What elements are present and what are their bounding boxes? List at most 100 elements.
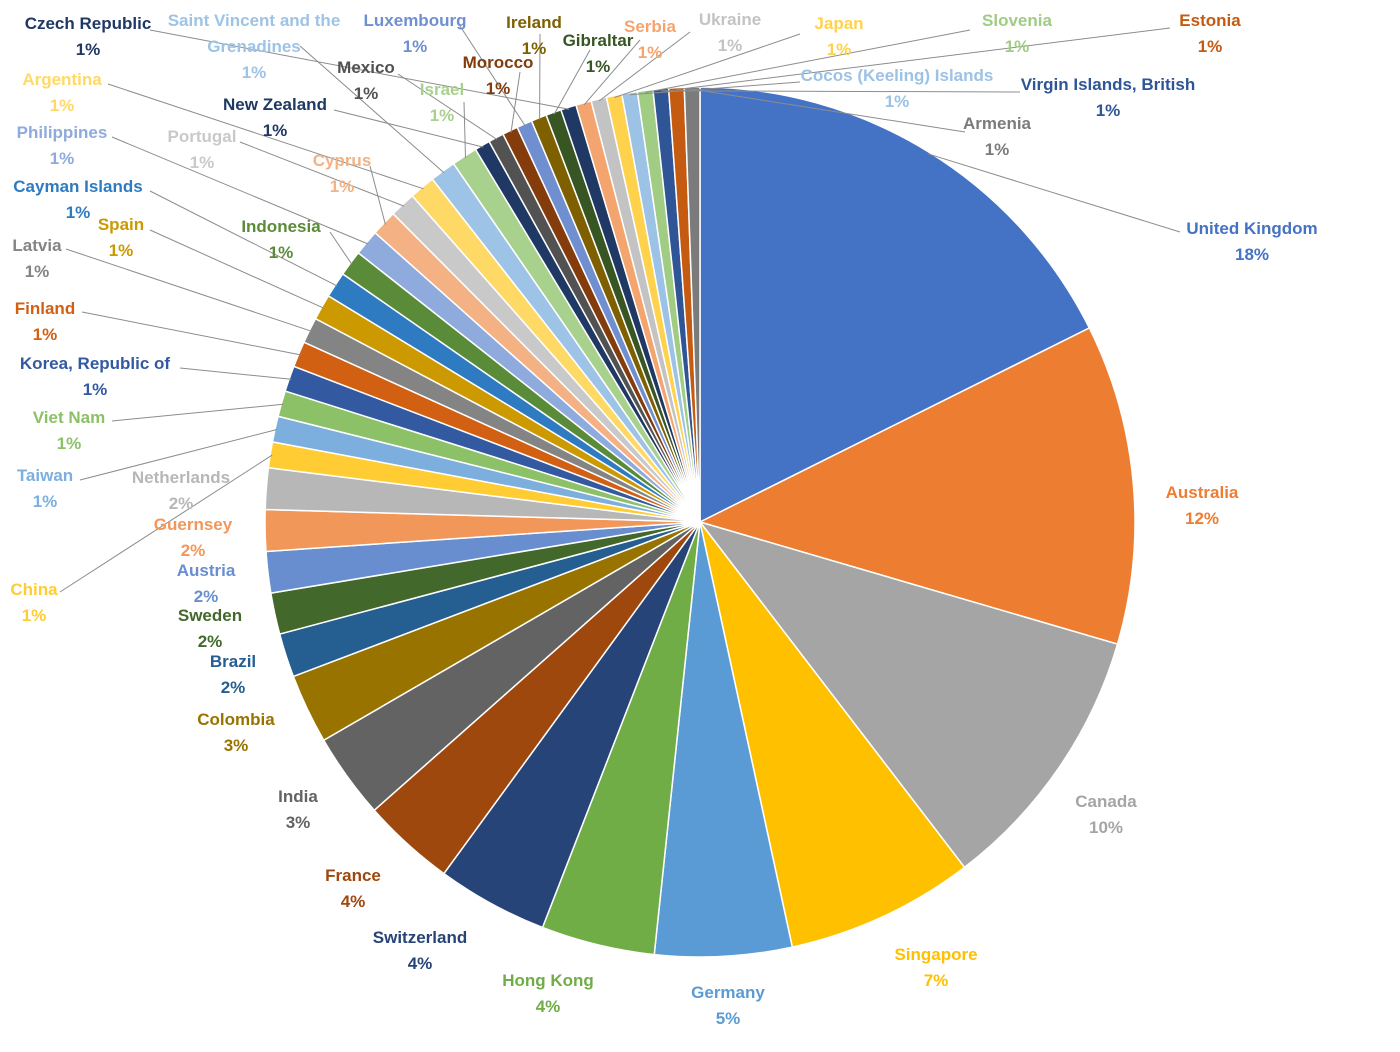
slice-label-saint-vincent-and-the-grenadines-0: Saint Vincent and the — [168, 11, 341, 30]
slice-label-colombia: Colombia — [197, 710, 275, 729]
slice-percent-viet-nam: 1% — [57, 434, 82, 453]
slice-label-estonia: Estonia — [1179, 11, 1241, 30]
slice-percent-slovenia: 1% — [1005, 37, 1030, 56]
slice-label-united-kingdom: United Kingdom — [1186, 219, 1317, 238]
slice-percent-serbia: 1% — [638, 43, 663, 62]
leader-line-estonia — [676, 27, 1171, 91]
slice-label-finland: Finland — [15, 299, 75, 318]
slice-percent-netherlands: 2% — [169, 494, 194, 513]
slice-percent-cocos-keeling-islands: 1% — [885, 92, 910, 111]
slice-percent-hong-kong: 4% — [536, 997, 561, 1016]
leader-line-virgin-islands-british — [660, 90, 1021, 93]
slice-label-new-zealand: New Zealand — [223, 95, 327, 114]
leader-line-japan — [614, 33, 801, 98]
slice-percent-united-kingdom: 18% — [1235, 245, 1269, 264]
slice-labels: United Kingdom 18% Australia 12% Canada 10% Si… — [10, 10, 1317, 1028]
slice-percent-switzerland: 4% — [408, 954, 433, 973]
slice-label-argentina: Argentina — [22, 70, 102, 89]
slice-label-ukraine: Ukraine — [699, 10, 761, 29]
pie-slice-singapore — [699, 521, 966, 948]
slice-percent-latvia: 1% — [25, 262, 50, 281]
slice-percent-germany: 5% — [716, 1009, 741, 1028]
slice-label-cyprus: Cyprus — [313, 151, 372, 170]
leader-line-argentina — [107, 83, 424, 190]
slice-label-australia: Australia — [1166, 483, 1239, 502]
leader-line-united-kingdom — [927, 153, 1181, 233]
leader-line-new-zealand — [333, 109, 484, 148]
slice-label-latvia: Latvia — [12, 236, 62, 255]
slice-label-cocos-keeling-islands: Cocos (Keeling) Islands — [801, 66, 994, 85]
slice-label-indonesia: Indonesia — [241, 217, 321, 236]
slice-percent-morocco: 1% — [486, 79, 511, 98]
leader-line-serbia — [583, 39, 641, 106]
leader-line-philippines — [111, 136, 369, 245]
leader-line-saint-vincent-and-the-grenadines — [299, 45, 445, 174]
slice-label-armenia: Armenia — [963, 114, 1032, 133]
slice-percent-canada: 10% — [1089, 818, 1123, 837]
slice-label-singapore: Singapore — [894, 945, 977, 964]
slice-label-viet-nam: Viet Nam — [33, 408, 105, 427]
slice-percent-brazil: 2% — [221, 678, 246, 697]
slice-label-morocco: Morocco — [463, 53, 534, 72]
slice-percent-japan: 1% — [827, 40, 852, 59]
slice-label-czech-republic: Czech Republic — [25, 14, 152, 33]
pie-slices — [264, 86, 1136, 958]
slice-label-cayman-islands: Cayman Islands — [13, 177, 142, 196]
leader-line-morocco — [510, 71, 521, 133]
slice-percent-cyprus: 1% — [330, 177, 355, 196]
leader-line-finland — [81, 311, 301, 356]
slice-percent-portugal: 1% — [190, 153, 215, 172]
leader-line-mexico — [397, 73, 498, 140]
slice-label-philippines: Philippines — [17, 123, 108, 142]
slice-percent-luxembourg: 1% — [403, 37, 428, 56]
slice-percent-cayman-islands: 1% — [66, 203, 91, 222]
slice-percent-ireland: 1% — [522, 39, 547, 58]
slice-percent-india: 3% — [286, 813, 311, 832]
slice-label-spain: Spain — [98, 215, 144, 234]
slice-percent-saint-vincent-and-the-grenadines: 1% — [242, 63, 267, 82]
slice-label-switzerland: Switzerland — [373, 928, 467, 947]
slice-label-hong-kong: Hong Kong — [502, 971, 594, 990]
slice-label-ireland: Ireland — [506, 13, 562, 32]
leader-lines — [59, 25, 1181, 593]
slice-label-mexico: Mexico — [337, 58, 395, 77]
slice-percent-armenia: 1% — [985, 140, 1010, 159]
slice-percent-czech-republic: 1% — [76, 40, 101, 59]
slice-percent-colombia: 3% — [224, 736, 249, 755]
slice-label-israel: Israel — [420, 80, 464, 99]
pie-slice-australia — [697, 326, 1136, 646]
slice-percent-gibraltar: 1% — [586, 57, 611, 76]
pie-slice-canada — [698, 520, 1119, 869]
leader-line-ukraine — [598, 31, 691, 102]
leader-line-slovenia — [645, 29, 971, 93]
slice-percent-korea-republic-of: 1% — [83, 380, 108, 399]
slice-label-luxembourg: Luxembourg — [364, 11, 467, 30]
leader-line-cayman-islands — [149, 190, 338, 287]
slice-label-japan: Japan — [814, 14, 863, 33]
slice-percent-virgin-islands-british: 1% — [1096, 101, 1121, 120]
leader-line-cocos-keeling-islands — [629, 81, 801, 96]
slice-percent-ukraine: 1% — [718, 36, 743, 55]
leader-line-spain — [149, 229, 324, 309]
slice-percent-philippines: 1% — [50, 149, 75, 168]
slice-label-saint-vincent-and-the-grenadines-1: Grenadines — [207, 37, 301, 56]
slice-percent-australia: 12% — [1185, 509, 1219, 528]
leader-line-indonesia — [329, 231, 353, 265]
slice-percent-singapore: 7% — [924, 971, 949, 990]
leader-line-luxembourg — [459, 25, 526, 127]
leader-line-latvia — [65, 248, 312, 332]
slice-percent-argentina: 1% — [50, 96, 75, 115]
slice-percent-mexico: 1% — [354, 84, 379, 103]
leader-line-armenia — [692, 88, 966, 133]
slice-label-portugal: Portugal — [168, 127, 237, 146]
slice-percent-france: 4% — [341, 892, 366, 911]
slice-label-brazil: Brazil — [210, 652, 256, 671]
slice-label-virgin-islands-british: Virgin Islands, British — [1021, 75, 1195, 94]
slice-percent-new-zealand: 1% — [263, 121, 288, 140]
slice-label-germany: Germany — [691, 983, 765, 1002]
slice-label-sweden: Sweden — [178, 606, 242, 625]
slice-percent-israel: 1% — [430, 106, 455, 125]
slice-percent-finland: 1% — [33, 325, 58, 344]
leader-line-cyprus — [369, 165, 386, 225]
